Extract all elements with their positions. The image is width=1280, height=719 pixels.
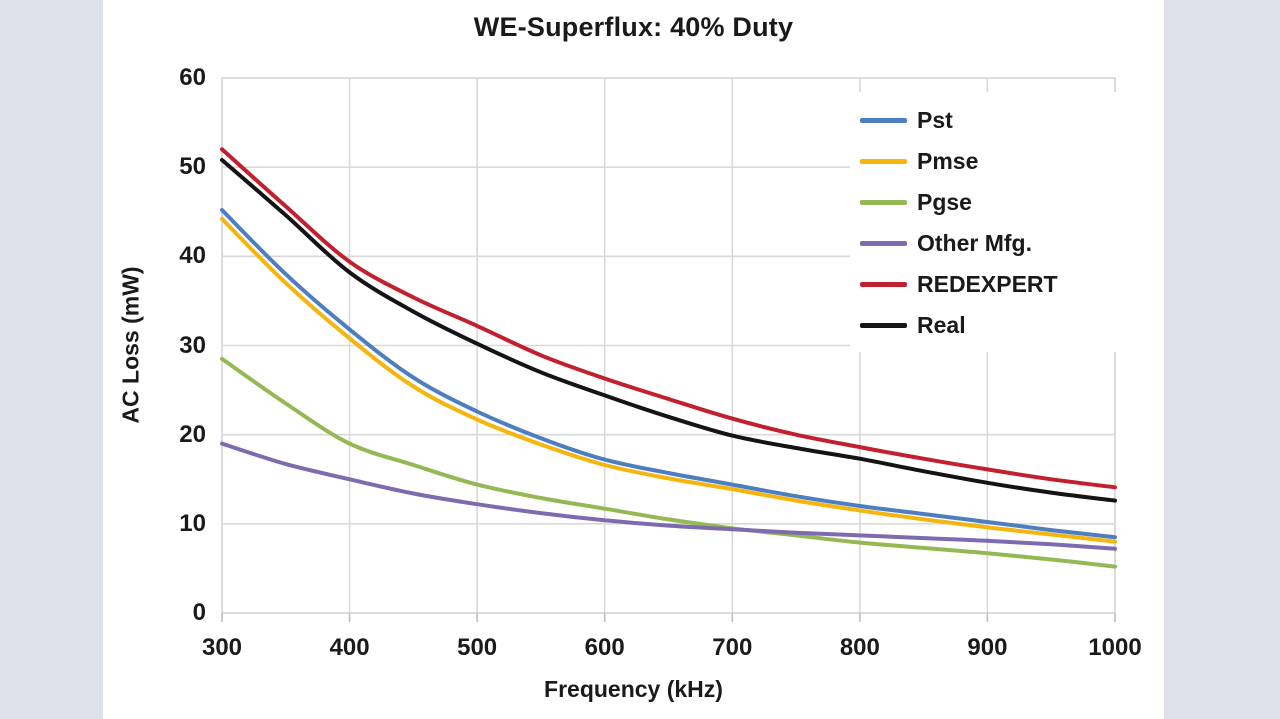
series-line-redexpert (220, 147, 1117, 490)
legend-item-other-mfg: Other Mfg. (860, 223, 1116, 264)
legend-swatch (860, 200, 907, 205)
legend-item-pgse: Pgse (860, 182, 1116, 223)
legend: Pst Pmse Pgse Other Mfg. REDEXPERT Real (850, 92, 1116, 352)
series-line-pmse (220, 216, 1117, 544)
y-tick-label: 50 (179, 153, 206, 181)
legend-swatch (860, 118, 907, 123)
y-tick-label: 60 (179, 64, 206, 91)
x-tick-label: 600 (584, 634, 625, 661)
legend-swatch (860, 159, 907, 164)
legend-swatch (860, 241, 907, 246)
series-line-real (220, 158, 1117, 503)
y-tick-label: 20 (179, 420, 206, 448)
series-line-other-mfg (220, 441, 1117, 551)
legend-label: Real (917, 312, 966, 338)
legend-label: Pmse (917, 148, 979, 174)
legend-item-real: Real (860, 305, 1116, 346)
left-margin-band (0, 0, 103, 719)
x-tick-label: 500 (457, 634, 498, 661)
x-tick-label: 400 (329, 634, 370, 661)
legend-item-pst: Pst (860, 100, 1116, 141)
x-tick-label: 300 (201, 634, 243, 661)
legend-item-pmse: Pmse (860, 141, 1116, 182)
right-margin-band (1164, 0, 1280, 719)
x-tick-label: 1000 (1088, 634, 1142, 661)
legend-label: Other Mfg. (917, 230, 1032, 256)
y-tick-label: 40 (179, 242, 206, 270)
series-line-pgse (220, 356, 1117, 569)
y-tick-label: 10 (179, 509, 206, 537)
legend-label: Pgse (917, 189, 972, 215)
series-line-pst (220, 208, 1117, 540)
legend-label: Pst (917, 107, 953, 133)
legend-label: REDEXPERT (917, 271, 1058, 297)
legend-swatch (860, 323, 907, 328)
y-tick-label: 0 (192, 599, 206, 626)
x-tick-label: 700 (712, 634, 753, 661)
x-tick-label: 900 (967, 634, 1008, 661)
y-tick-label: 30 (179, 331, 206, 359)
x-axis-title: Frequency (kHz) (544, 676, 723, 702)
legend-swatch (860, 282, 907, 287)
x-tick-label: 800 (839, 634, 880, 661)
legend-item-redexpert: REDEXPERT (860, 264, 1116, 305)
chart-title: WE-Superflux: 40% Duty (473, 12, 794, 42)
